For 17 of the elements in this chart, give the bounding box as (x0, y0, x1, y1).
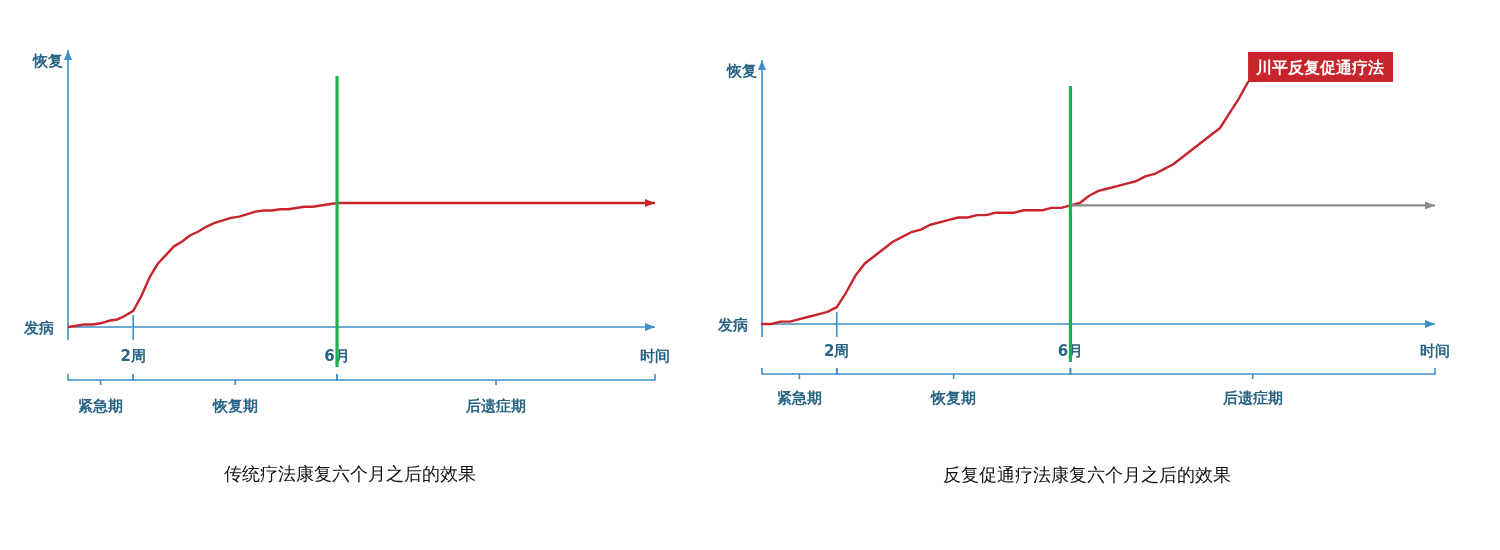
text: 紧急期 (776, 389, 822, 407)
text: 后遗症期 (465, 397, 527, 415)
text: 恢复期 (930, 389, 977, 407)
text: 发病 (23, 319, 54, 337)
text: 恢复期 (211, 397, 258, 415)
x-axis-title: 时间 (640, 347, 670, 365)
text: 传统疗法康复六个月之后的效果 (223, 463, 476, 484)
text: 紧急期 (78, 397, 124, 415)
text: 发病 (717, 316, 748, 334)
y-axis-title: 恢复 (726, 62, 757, 80)
x-tick-label: 2周 (120, 347, 146, 365)
x-tick-label: 2周 (824, 342, 850, 360)
text: 反复促通疗法康复六个月之后的效果 (942, 464, 1231, 485)
series-label: 川平反复促通疗法 (1255, 58, 1385, 77)
text: 后遗症期 (1221, 389, 1283, 407)
x-axis-title: 时间 (1420, 342, 1450, 360)
y-axis-title: 恢复 (32, 52, 63, 70)
